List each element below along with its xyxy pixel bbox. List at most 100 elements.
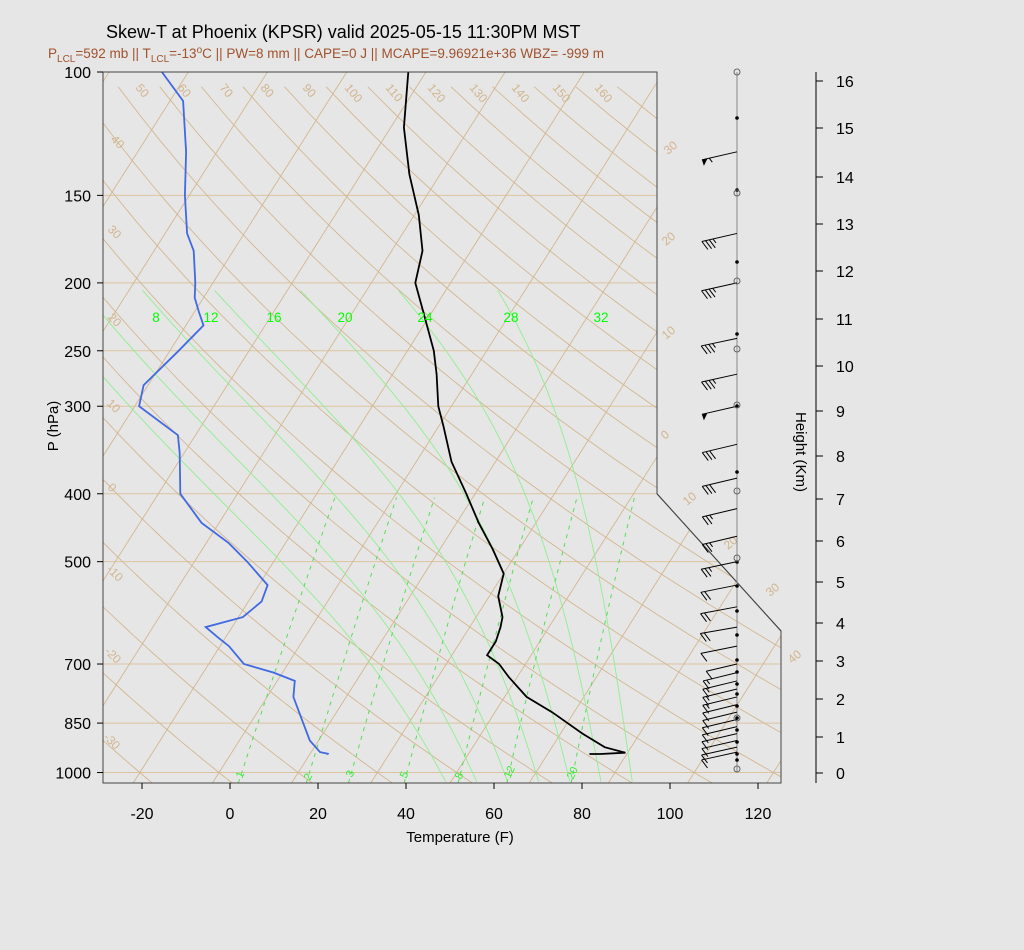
height-tick-label: 5 (836, 575, 845, 592)
level-dot (735, 716, 739, 720)
mixing-ratio-label: 5 (398, 770, 411, 781)
level-dot (735, 584, 739, 588)
y-tick-label: 150 (64, 188, 91, 205)
wind-barb (701, 751, 738, 769)
barb-shaft (700, 584, 738, 593)
barb-feather (700, 592, 708, 601)
barb-shaft (702, 477, 738, 487)
temperature-profile (402, 72, 626, 755)
dry-adiabat (103, 86, 313, 783)
moist-adiabat (300, 290, 571, 782)
mixing-ratio-label: 12 (502, 764, 518, 780)
y-tick-label: 200 (64, 276, 91, 293)
level-circle (733, 765, 741, 773)
barb-shaft (700, 626, 738, 634)
barb-feather (701, 727, 709, 737)
wind-barb (701, 405, 738, 421)
isotherm-line (846, 72, 1024, 783)
height-tick-label: 3 (836, 654, 845, 671)
moist-adiabat-label: 20 (337, 310, 352, 325)
barb-feather (705, 543, 713, 552)
mixing-ratio-line (305, 497, 397, 783)
moist-adiabat-label: 12 (203, 310, 218, 325)
wind-barbs (699, 68, 741, 773)
x-tick-label: 80 (573, 806, 591, 823)
barb-feather (701, 452, 709, 461)
wind-barb (701, 726, 738, 744)
barb-feather (702, 720, 710, 729)
barb-feather (700, 613, 707, 622)
barb-half (705, 688, 710, 693)
barb-feather (708, 344, 716, 353)
barb-feather (709, 450, 716, 460)
level-circle (733, 345, 741, 353)
height-tick-label: 1 (836, 730, 845, 747)
barb-shaft (703, 672, 738, 682)
isotherm-label: 0 (658, 427, 672, 442)
barb-shaft (702, 443, 738, 454)
barb-feather (705, 485, 713, 494)
barb-feather (708, 239, 716, 249)
barb-half (705, 696, 710, 701)
barb-feather (704, 380, 712, 390)
barb-half (706, 679, 711, 685)
barb-flag (701, 413, 708, 421)
moist-adiabat (497, 290, 633, 782)
barb-feather (699, 633, 707, 642)
barb-shaft (701, 739, 738, 750)
moist-adiabat-label: 8 (152, 310, 160, 325)
dry-adiabat (103, 86, 393, 783)
dewpoint-profile (138, 72, 330, 756)
chart-subtitle: PLCL=592 mb || TLCL=-13oC || PW=8 mm || … (48, 45, 604, 65)
barb-half (708, 157, 713, 163)
isotherm-line (103, 72, 348, 783)
dry-adiabat (117, 86, 781, 783)
barb-feather (701, 241, 709, 250)
wind-barb (700, 606, 738, 622)
height-tick-label: 0 (836, 766, 845, 783)
level-dot (735, 404, 739, 408)
isotherm-line (132, 72, 585, 783)
y-tick-label: 500 (64, 555, 91, 572)
isotherm-label: 10 (680, 489, 699, 509)
moist-adiabat-label: 24 (417, 310, 433, 325)
x-tick-label: 40 (397, 806, 415, 823)
barb-feather (705, 670, 713, 680)
wind-barb (701, 719, 738, 737)
level-circle (733, 277, 741, 285)
mixing-ratio-label: 20 (565, 765, 581, 781)
mixing-ratio-label: 8 (453, 771, 466, 782)
isotherm-line (608, 72, 781, 783)
level-circle (733, 714, 741, 722)
isotherm-line (103, 72, 427, 783)
level-dot (735, 728, 739, 732)
barb-feather (701, 290, 708, 300)
barb-shaft (701, 733, 738, 743)
barb-shaft (701, 405, 738, 415)
y-tick-label: 300 (64, 399, 91, 416)
dry-adiabat (284, 86, 781, 783)
isotherm-label: 30 (763, 580, 782, 600)
barb-feather (701, 741, 709, 751)
dry-adiabat (103, 86, 473, 783)
height-tick-label: 4 (836, 616, 845, 633)
barb-shaft (701, 561, 738, 570)
isotherm-label: 20 (659, 229, 678, 249)
height-tick-label: 7 (836, 492, 845, 509)
level-dot (735, 260, 739, 264)
barb-feather (701, 759, 708, 769)
moist-adiabat (214, 290, 540, 782)
wind-barb (700, 645, 738, 662)
level-dot (735, 758, 739, 762)
level-dot (735, 633, 739, 637)
barb-shaft (702, 719, 738, 729)
level-dot (735, 752, 739, 756)
level-circle (733, 189, 741, 197)
wind-barb (701, 443, 738, 461)
mixing-ratio-label: 3 (344, 769, 357, 780)
level-circle (733, 401, 741, 409)
barb-shaft (702, 726, 738, 736)
level-dot (735, 670, 739, 674)
plot-area (102, 71, 782, 784)
